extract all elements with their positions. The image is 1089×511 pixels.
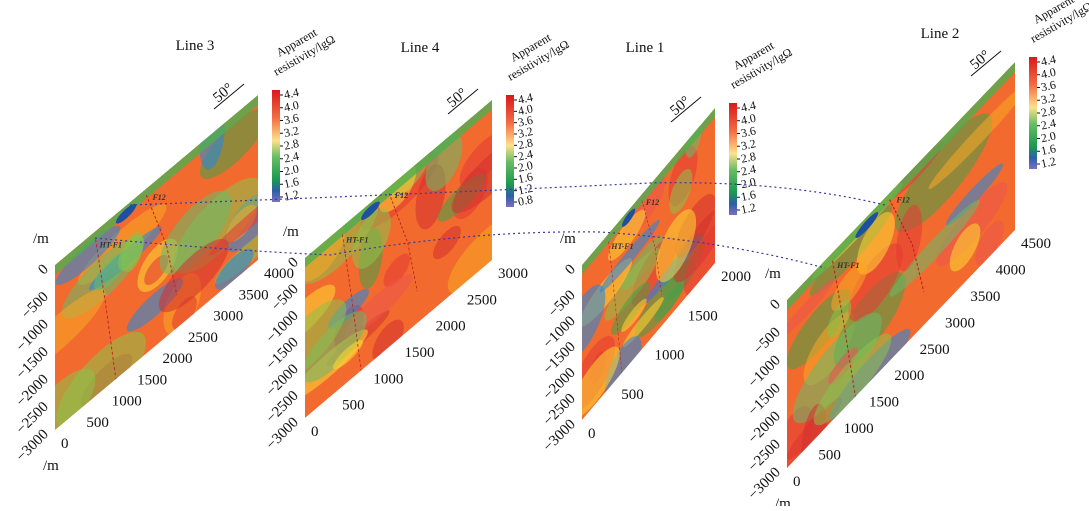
- fault-label: F12: [645, 198, 659, 207]
- depth-unit: /m: [283, 224, 299, 240]
- distance-tick-label: 1500: [869, 395, 899, 411]
- depth-tick-label: −1000: [745, 353, 784, 392]
- depth-unit: /m: [33, 231, 49, 247]
- distance-tick-label: 0: [311, 424, 319, 440]
- colorbar: 4.44.03.63.22.82.42.01.61.2Apparentresis…: [271, 25, 338, 204]
- resistivity-section: [562, 72, 738, 462]
- colorbar-tick-label: 1.2: [283, 187, 301, 204]
- distance-tick-label: 4000: [264, 266, 294, 282]
- depth-tick-label: −500: [546, 287, 579, 320]
- distance-tick-label: 2500: [467, 292, 497, 308]
- distance-tick-label: 1000: [112, 394, 142, 410]
- colorbar-bar: [729, 103, 737, 215]
- distance-tick-label: 2000: [894, 368, 924, 384]
- distance-tick-label: 1000: [373, 371, 403, 387]
- fault-label: F12: [151, 193, 165, 202]
- distance-tick-label: 1000: [844, 421, 874, 437]
- colorbar-tick-label: 1.2: [740, 200, 758, 217]
- distance-unit: /m: [775, 496, 791, 506]
- distance-tick-label: 500: [818, 448, 841, 464]
- fault-label: F12: [895, 196, 909, 205]
- colorbar-tick-label: 0.8: [517, 192, 535, 209]
- fault-label: F12: [394, 191, 408, 200]
- colorbar: 4.44.03.63.22.82.42.01.61.2Apparentresis…: [1028, 0, 1089, 171]
- distance-tick-label: 0: [588, 426, 596, 442]
- depth-tick-label: 0: [562, 262, 579, 279]
- section-panel: HT-F1F12Line 2/m0−500−1000−1500−2000−250…: [745, 0, 1089, 506]
- depth-tick-label: 0: [767, 297, 784, 314]
- distance-tick-label: 1000: [655, 348, 685, 364]
- depth-tick-label: 0: [35, 262, 52, 279]
- colorbar: 4.44.03.63.22.82.42.01.61.2Apparentresis…: [728, 38, 795, 217]
- distance-tick-label: 2000: [163, 351, 193, 367]
- distance-tick-label: 2500: [920, 342, 950, 358]
- distance-tick-label: 3000: [945, 315, 975, 331]
- distance-tick-label: 3000: [213, 309, 243, 325]
- distance-tick-label: 0: [793, 474, 801, 490]
- depth-tick-label: −1000: [13, 317, 52, 356]
- distance-tick-label: 2000: [721, 269, 751, 285]
- resistivity-section: [272, 47, 529, 459]
- distance-tick-label: 3500: [239, 287, 269, 303]
- distance-unit: /m: [43, 458, 59, 474]
- distance-tick-label: 500: [621, 387, 644, 403]
- distance-tick-label: 500: [342, 398, 365, 414]
- distance-tick-label: 1500: [405, 345, 435, 361]
- fault-label: HT-F1: [610, 242, 633, 251]
- panel-title: Line 1: [626, 40, 665, 56]
- distance-tick-label: 3500: [970, 289, 1000, 305]
- panel-title: Line 3: [176, 38, 215, 54]
- depth-tick-label: −500: [751, 325, 784, 358]
- colorbar-tick-label: 1.2: [1040, 154, 1058, 171]
- depth-unit: /m: [765, 266, 781, 282]
- resistivity-section: [775, 42, 1032, 506]
- distance-tick-label: 1500: [137, 372, 167, 388]
- figure: HT-F1F12Line 3/m0−500−1000−1500−2000−250…: [0, 0, 1089, 506]
- depth-tick-label: −500: [19, 289, 52, 322]
- section-panel: HT-F1F12Line 3/m0−500−1000−1500−2000−250…: [13, 25, 337, 483]
- colorbar: 4.44.03.63.22.82.42.01.61.20.8Apparentre…: [505, 30, 572, 209]
- resistivity-section: [15, 37, 297, 483]
- distance-tick-label: 2500: [188, 330, 218, 346]
- fault-label: HT-F1: [836, 261, 859, 270]
- fault-label: HT-F1: [99, 240, 122, 249]
- panel-title: Line 2: [921, 26, 960, 42]
- depth-tick-label: −500: [269, 281, 302, 314]
- depth-unit: /m: [560, 231, 576, 247]
- distance-tick-label: 500: [86, 415, 109, 431]
- distance-tick-label: 3000: [498, 266, 528, 282]
- distance-tick-label: 0: [61, 436, 69, 452]
- distance-tick-label: 4500: [1021, 236, 1051, 252]
- colorbar-bar: [506, 95, 514, 207]
- colorbar-bar: [1029, 57, 1037, 169]
- distance-tick-label: 4000: [996, 262, 1026, 278]
- fault-label: HT-F1: [345, 235, 368, 244]
- panel-title: Line 4: [401, 40, 440, 56]
- colorbar-bar: [272, 90, 280, 202]
- distance-tick-label: 1500: [688, 308, 718, 324]
- distance-tick-label: 2000: [436, 319, 466, 335]
